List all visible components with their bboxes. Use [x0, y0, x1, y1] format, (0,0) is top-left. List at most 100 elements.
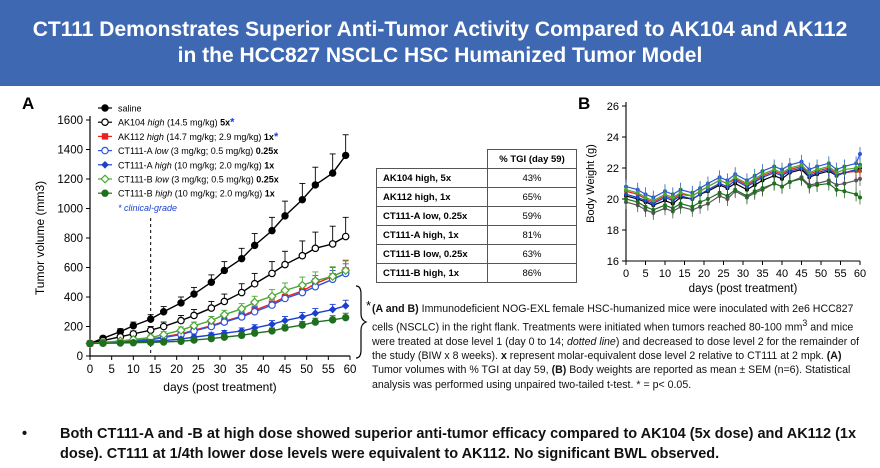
data-point — [220, 333, 229, 341]
data-point — [207, 304, 216, 312]
legend-marker — [101, 118, 109, 127]
legend-star: * — [274, 131, 279, 143]
data-point — [310, 276, 320, 286]
y-tick-label: 1200 — [57, 174, 83, 186]
x-tick-label: 35 — [235, 364, 248, 376]
series-group — [86, 134, 350, 348]
data-point — [663, 203, 667, 208]
legend-multiplier: 5x — [220, 118, 230, 128]
tgi-header-row: % TGI (day 59) — [376, 149, 577, 169]
data-point — [842, 181, 847, 186]
x-tick-label: 40 — [776, 268, 788, 280]
x-tick-label: 40 — [257, 364, 270, 376]
data-point — [705, 184, 710, 189]
data-point — [341, 232, 350, 241]
body-weight-chart: 16 18 20 22 24 26 0 5 10 15 20 25 30 35 40 45 50 55 60 days… — [585, 101, 866, 295]
tgi-row-label: CT111-A high, 1x — [376, 225, 488, 245]
data-point — [298, 321, 307, 329]
data-point — [698, 200, 703, 205]
data-point — [267, 291, 277, 301]
panel-b-label: B — [578, 94, 591, 113]
data-point — [250, 241, 259, 250]
x-tick-label: 25 — [192, 364, 205, 376]
data-point — [807, 184, 812, 189]
data-point — [190, 311, 198, 320]
data-point — [190, 336, 198, 344]
data-point — [663, 192, 667, 197]
data-point — [206, 315, 216, 326]
y-tick-label: 600 — [64, 263, 83, 275]
data-point — [670, 195, 675, 200]
tgi-row: CT111-A low, 0.25x 59% — [376, 206, 577, 226]
data-point — [635, 190, 640, 195]
data-point — [678, 201, 683, 206]
data-point — [772, 167, 777, 172]
data-point — [298, 195, 307, 204]
data-point — [678, 190, 683, 195]
data-point — [129, 322, 138, 330]
legend-label: CT111-B high (10 mg/kg; 2.0 mg/kg) 1x — [118, 189, 275, 199]
data-point — [159, 322, 168, 331]
data-point — [311, 309, 320, 318]
x-tick-label: 30 — [737, 268, 749, 280]
legend-marker — [101, 161, 109, 169]
x-tick-label: 5 — [642, 268, 648, 280]
data-point — [311, 181, 320, 189]
tgi-row: CT111-B high, 1x 86% — [376, 263, 577, 283]
caption-ref-a: (A) — [826, 350, 842, 363]
data-point — [787, 179, 792, 184]
data-point — [858, 152, 862, 157]
legend-multiplier: 0.25x — [256, 146, 279, 156]
data-point — [858, 176, 862, 181]
legend-dose: (14.7 mg/kg; 2.9 mg/kg) — [164, 132, 264, 142]
y-axis-title: Tumor volume (mm3) — [33, 181, 47, 295]
significance-bracket — [355, 285, 368, 359]
data-point — [146, 326, 155, 334]
x-tick-label: 20 — [170, 364, 183, 376]
bullet-text: Both CT111-A and -B at high dose showed … — [60, 426, 857, 462]
series-line — [89, 269, 346, 345]
x-tick-label: 10 — [659, 268, 671, 280]
data-point — [643, 195, 648, 200]
y-tick-label: 1600 — [57, 115, 83, 127]
data-point — [772, 181, 777, 186]
data-point — [717, 178, 722, 183]
data-point — [807, 170, 812, 175]
significance-star: * — [366, 298, 371, 313]
data-point — [858, 195, 862, 200]
y-axis-title: Body Weight (g) — [585, 144, 597, 223]
data-point — [146, 315, 155, 323]
data-point — [250, 329, 259, 337]
data-point — [297, 280, 307, 290]
x-tick-label: 45 — [279, 364, 292, 376]
data-point — [651, 198, 656, 203]
legend-multiplier: 1x — [264, 160, 274, 170]
data-point — [311, 318, 320, 326]
data-point — [328, 316, 337, 324]
legend-item: CT111-A high (10 mg/kg; 2.0 mg/kg) 1x — [98, 160, 274, 170]
series-line — [625, 153, 861, 199]
x-tick-label: 15 — [149, 364, 162, 376]
legend-label: CT111-B low (3 mg/kg; 0.5 mg/kg) 0.25x — [118, 175, 279, 185]
data-point — [176, 325, 186, 335]
data-point — [281, 260, 289, 269]
legend-multiplier: 1x — [264, 132, 274, 142]
caption-sup: 3 — [802, 318, 808, 329]
caption-dotted-line: dotted line — [566, 335, 616, 348]
data-point — [717, 190, 722, 195]
legend-name: CT111-B — [118, 189, 155, 199]
series-group — [624, 171, 862, 217]
x-axis-title: days (post treatment) — [163, 380, 276, 394]
legend-marker — [101, 104, 109, 112]
data-point — [341, 151, 350, 160]
data-point — [159, 308, 168, 316]
data-point — [854, 178, 859, 183]
tgi-table: % TGI (day 59) AK104 high, 5x 43% AK112 … — [376, 149, 577, 283]
data-point — [760, 186, 765, 191]
x-tick-label: 50 — [815, 268, 827, 280]
data-point — [780, 170, 784, 175]
legend-name: saline — [118, 104, 142, 114]
data-point — [328, 240, 337, 248]
data-point — [129, 339, 138, 347]
